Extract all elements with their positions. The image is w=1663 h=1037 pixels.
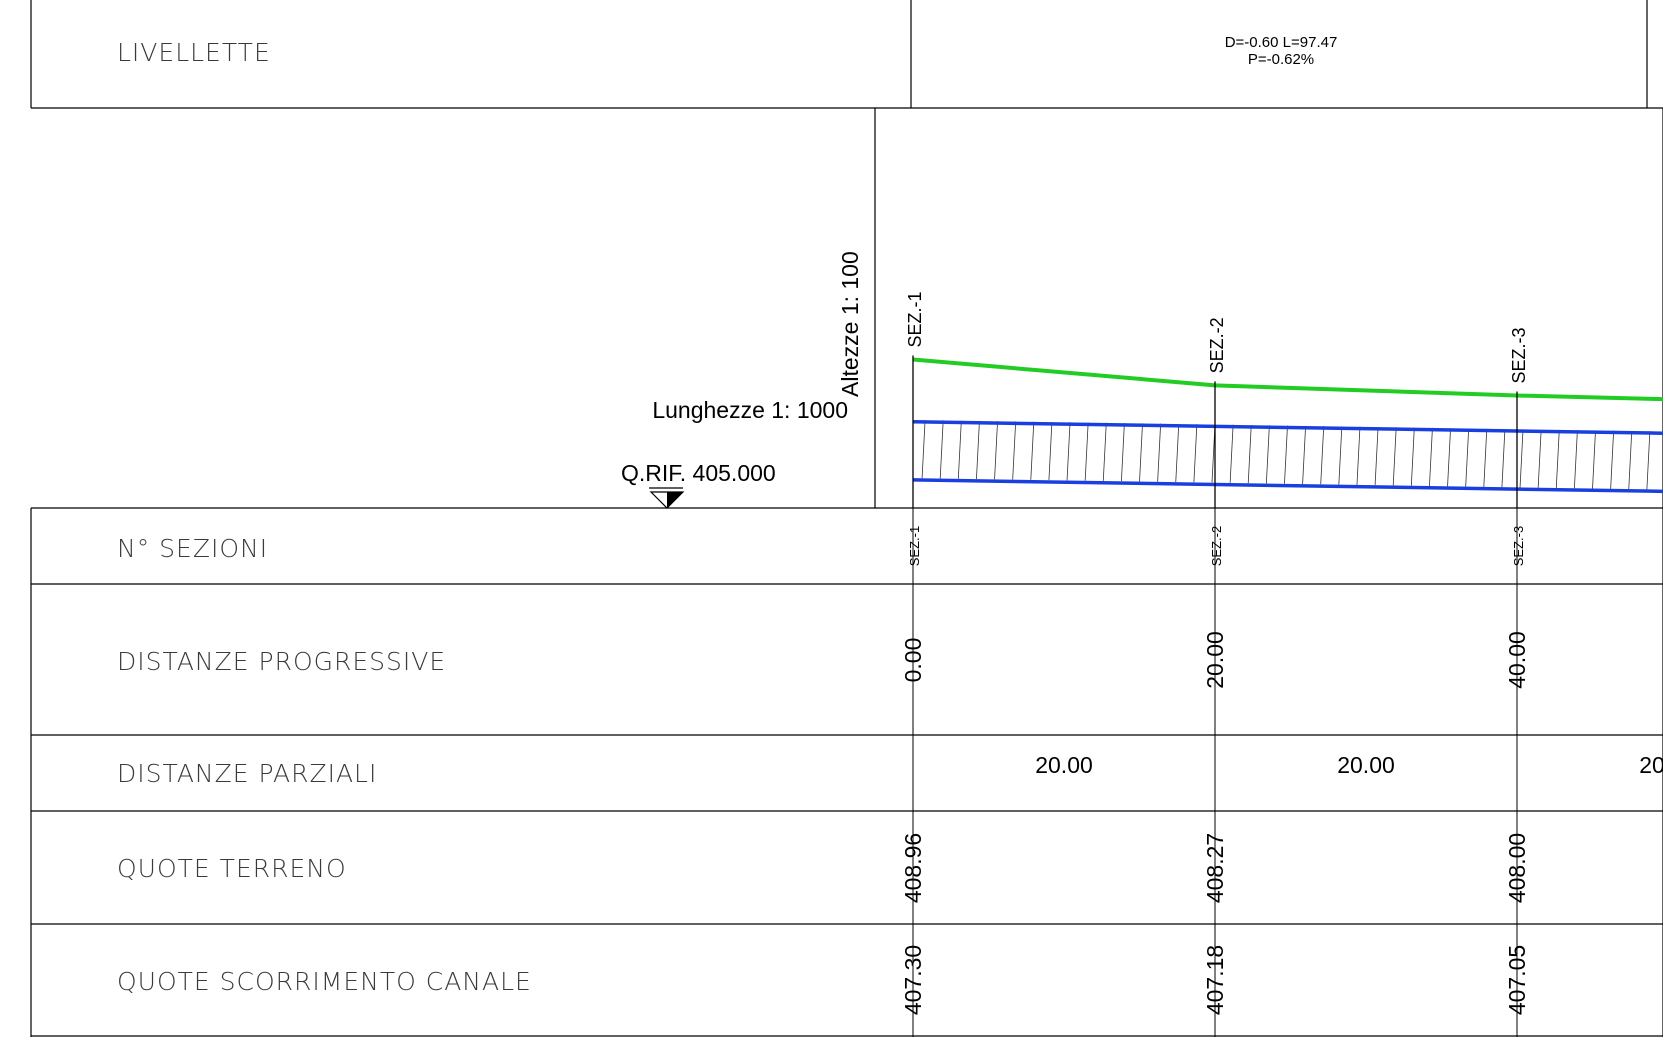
hatch-line xyxy=(1465,428,1470,487)
hatch-line xyxy=(1356,426,1361,485)
hatch-line xyxy=(1084,422,1089,481)
hatch-line xyxy=(1447,428,1451,487)
hatch-line xyxy=(1048,421,1053,481)
livellette-info-line1: D=-0.60 L=97.47 xyxy=(1225,34,1338,51)
progressive-distance-value: 20.00 xyxy=(1202,631,1228,689)
hatch-line xyxy=(1592,430,1596,489)
channel-elevation-value: 407.18 xyxy=(1202,945,1228,1015)
terrain-row-label: QUOTE TERRENO xyxy=(117,854,347,883)
hatch-line xyxy=(1102,422,1107,481)
partial-distance-value: 20.00 xyxy=(1035,752,1093,778)
hatch-line xyxy=(1646,431,1651,490)
hatch-line xyxy=(1338,426,1343,485)
hatch-line xyxy=(1574,430,1578,489)
section-label: SEZ.-3 xyxy=(1509,327,1529,383)
livellette-info-line2: P=-0.62% xyxy=(1248,51,1314,68)
hatch-line xyxy=(1628,430,1633,490)
hatch-line xyxy=(1320,426,1325,485)
hatch-line xyxy=(1012,421,1017,480)
terrain-elevation-value: 408.96 xyxy=(900,833,926,903)
hatch-line xyxy=(1139,423,1143,482)
hatch-line xyxy=(976,420,980,480)
section-label: SEZ.-2 xyxy=(1207,317,1227,373)
hatch-line xyxy=(1392,427,1397,486)
hatch-line xyxy=(1265,425,1270,484)
hatch-line xyxy=(957,420,962,479)
profile-table-values: SEZ.-1 0.00 408.96 407.30 SEZ.-2 20.00 408.27 4… xyxy=(900,508,1663,1037)
hatch-line xyxy=(1284,425,1288,484)
livellette-label: LIVELLETTE xyxy=(117,38,271,67)
hatch-line xyxy=(939,420,944,479)
hatch-line xyxy=(1175,423,1180,482)
progressive-row-label: DISTANZE PROGRESSIVE xyxy=(117,647,446,676)
channel-elevation-value: 407.30 xyxy=(900,945,926,1015)
hatch-line xyxy=(1429,427,1433,487)
hatch-line xyxy=(1537,429,1542,488)
partial-row-label: DISTANZE PARZIALI xyxy=(117,759,377,788)
sections-row-label: N° SEZIONI xyxy=(117,534,268,563)
terrain-line xyxy=(912,357,1663,402)
hatch-line xyxy=(1519,429,1524,488)
hatch-line xyxy=(1030,421,1035,480)
channel-row-label: QUOTE SCORRIMENTO CANALE xyxy=(117,967,532,996)
hatch-line xyxy=(1302,425,1306,484)
lengths-scale-label: Lunghezze 1: 1000 xyxy=(652,397,848,423)
hatch-line xyxy=(1247,424,1252,484)
hatch-line xyxy=(1501,429,1506,488)
hatch-line xyxy=(1410,427,1415,486)
hatch-line xyxy=(921,420,926,479)
hatch-line xyxy=(1193,424,1198,483)
partial-distance-value: 20.00 xyxy=(1337,752,1395,778)
hatch-line xyxy=(1157,423,1162,482)
section-number-value: SEZ.-2 xyxy=(1209,526,1224,566)
hatch-line xyxy=(1555,429,1560,489)
heights-scale-label: Altezze 1: 100 xyxy=(837,251,863,397)
progressive-distance-value: 0.00 xyxy=(900,638,926,683)
channel-bottom-line xyxy=(912,478,1663,494)
partial-distance-value: 20.00 xyxy=(1639,752,1663,778)
section-label: SEZ.-1 xyxy=(905,291,925,347)
hatch-line xyxy=(1483,428,1488,487)
table-frame xyxy=(30,0,1663,1037)
hatch-line xyxy=(1610,430,1615,489)
hatch-line xyxy=(1066,422,1071,481)
hatch-line xyxy=(1121,423,1125,482)
hatch-line xyxy=(1229,424,1234,483)
progressive-distance-value: 40.00 xyxy=(1504,631,1530,689)
terrain-elevation-value: 408.27 xyxy=(1202,833,1228,903)
channel-elevation-value: 407.05 xyxy=(1504,945,1530,1015)
hatch-line xyxy=(1374,426,1379,486)
section-number-value: SEZ.-3 xyxy=(1511,526,1526,566)
channel-top-line xyxy=(912,420,1663,435)
reference-marker-icon xyxy=(649,487,685,509)
reference-elevation-label: Q.RIF. 405.000 xyxy=(621,460,776,486)
section-number-value: SEZ.-1 xyxy=(907,526,922,566)
terrain-elevation-value: 408.00 xyxy=(1504,833,1530,903)
hatch-line xyxy=(994,421,998,480)
